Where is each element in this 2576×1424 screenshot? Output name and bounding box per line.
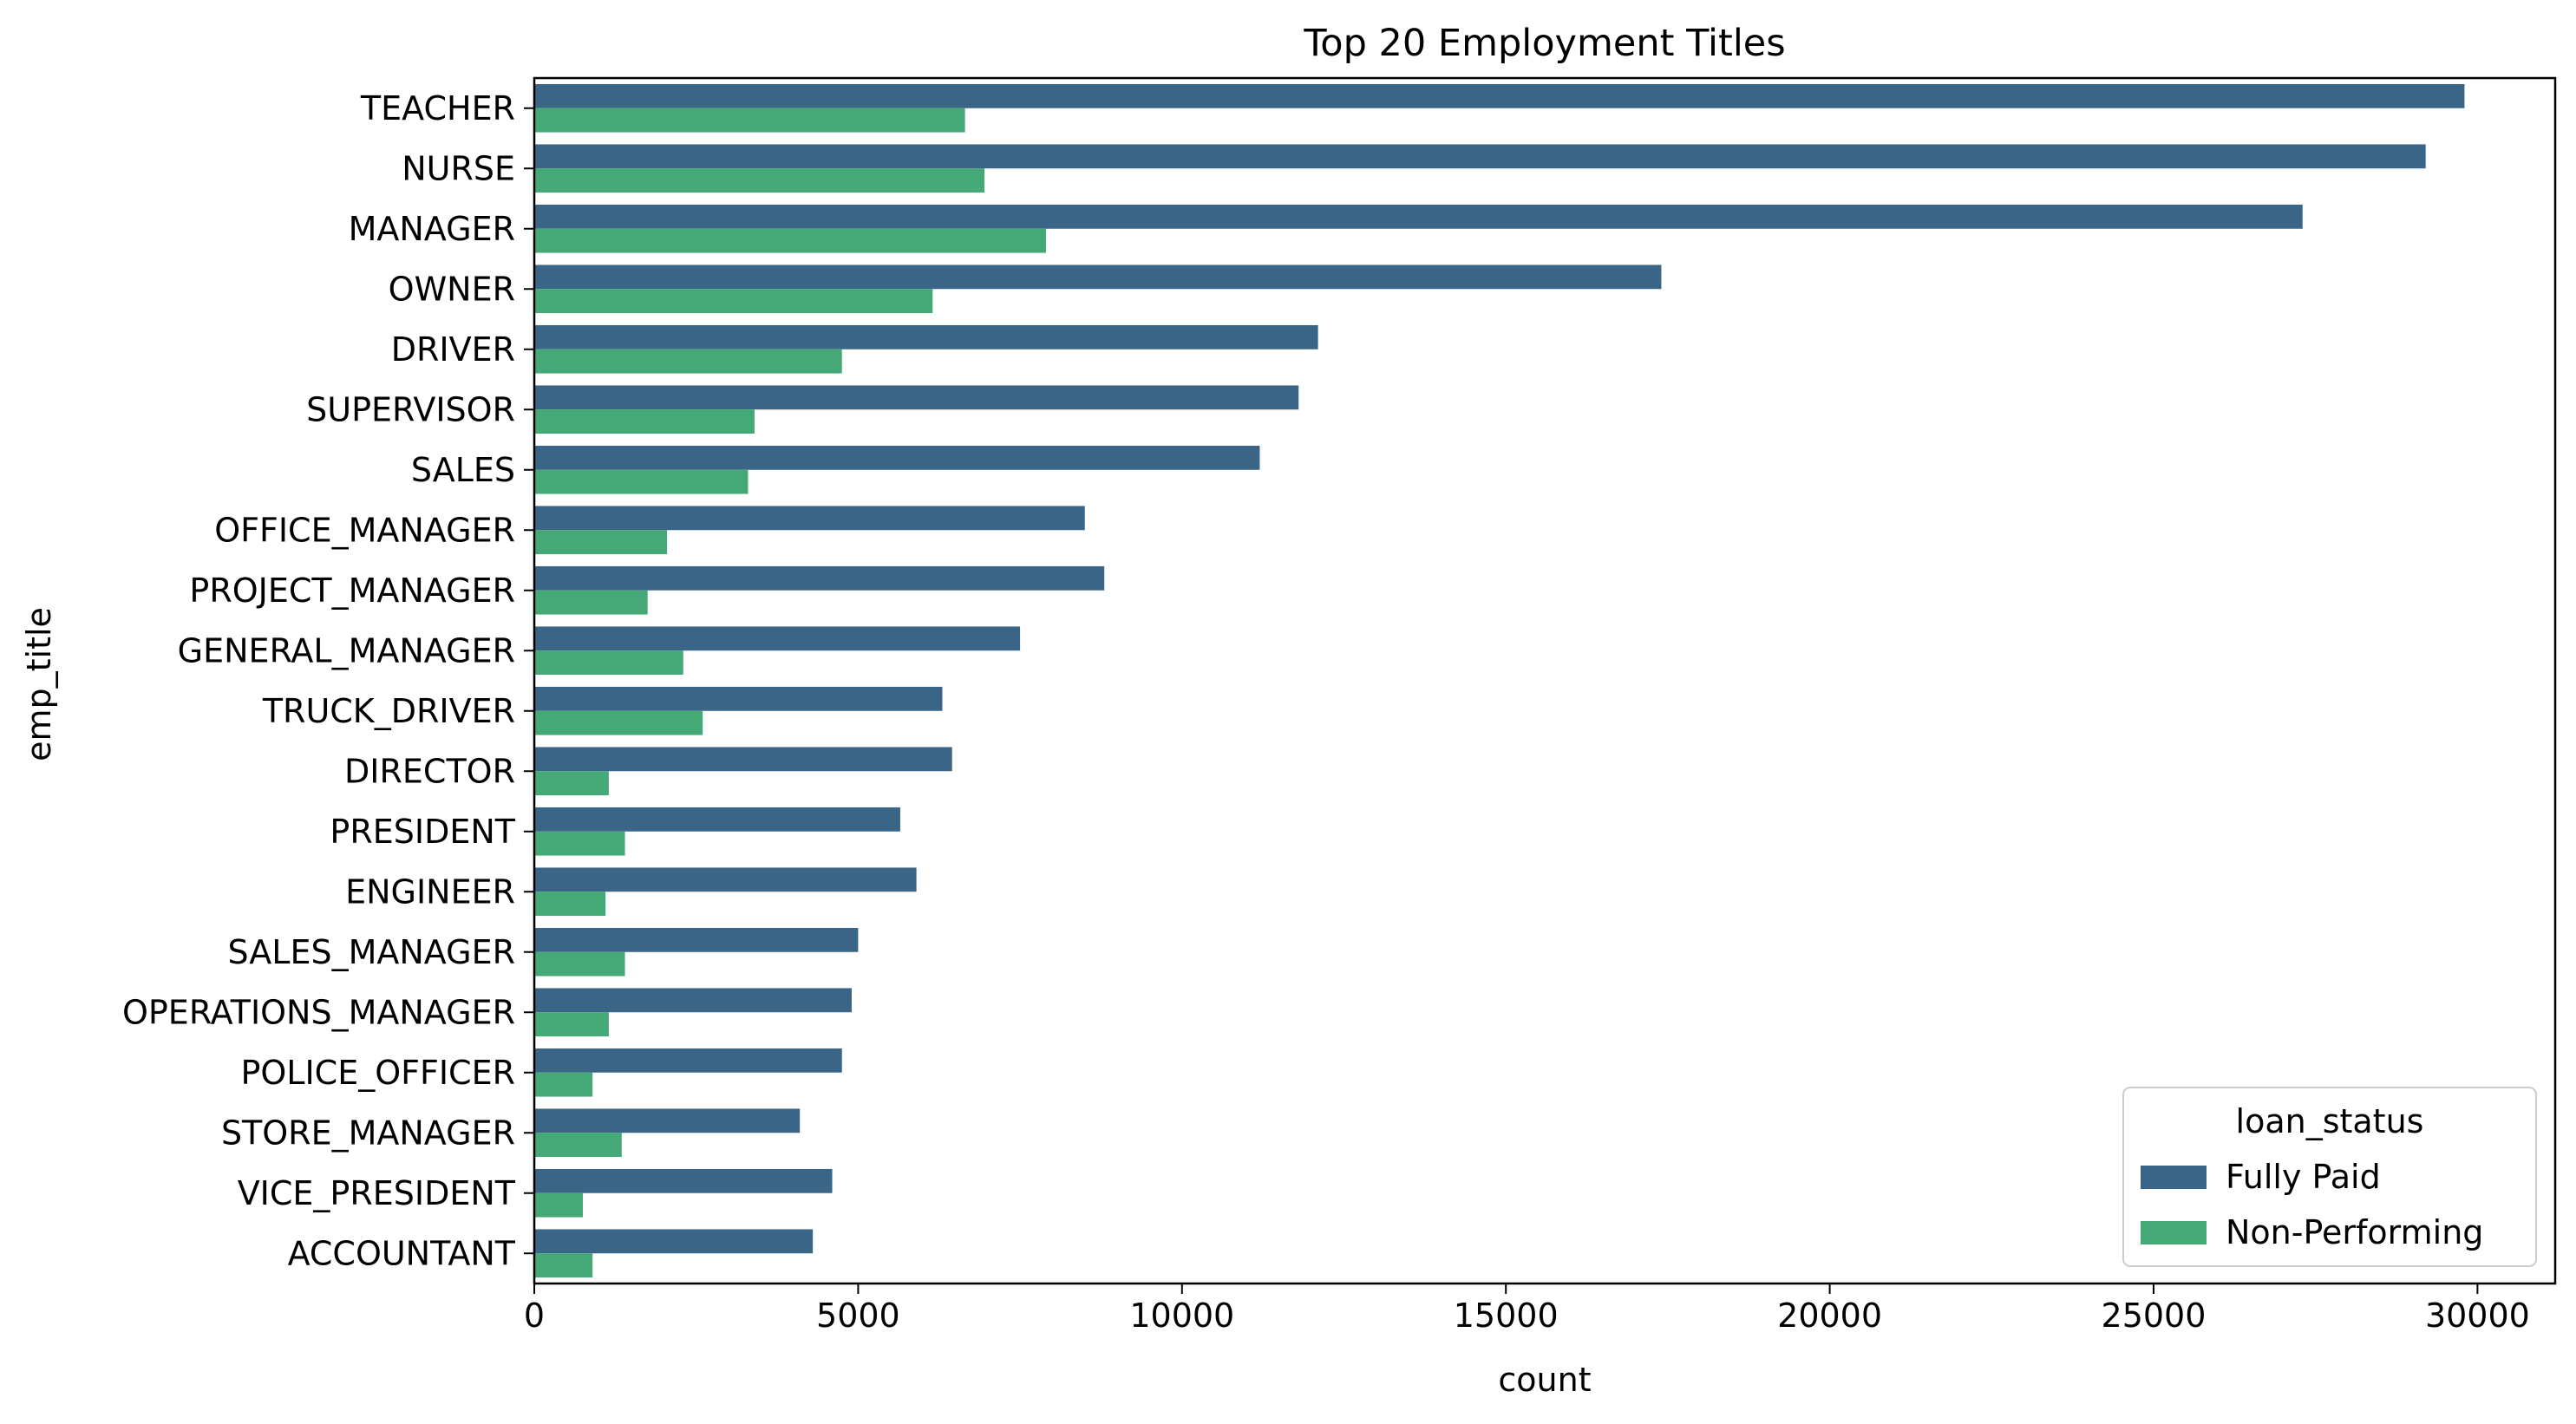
y-tick-label: SALES — [411, 451, 515, 489]
bar-non-performing-supervisor — [534, 409, 755, 434]
bar-non-performing-truck-driver — [534, 710, 703, 735]
y-axis-label: emp_title — [20, 607, 58, 761]
bar-fully-paid-teacher — [534, 83, 2465, 108]
bar-fully-paid-driver — [534, 324, 1318, 349]
bar-fully-paid-accountant — [534, 1229, 814, 1254]
y-tick-label: OFFICE_MANAGER — [214, 511, 515, 549]
bar-fully-paid-engineer — [534, 867, 917, 892]
bar-fully-paid-manager — [534, 204, 2303, 229]
y-tick-label: NURSE — [402, 149, 515, 187]
y-tick-label: STORE_MANAGER — [221, 1114, 515, 1152]
y-tick-label: DIRECTOR — [344, 752, 515, 790]
bar-fully-paid-sales-manager — [534, 927, 859, 952]
y-tick-label: SALES_MANAGER — [227, 933, 515, 971]
bar-fully-paid-director — [534, 747, 952, 772]
bar-fully-paid-vice-president — [534, 1168, 833, 1193]
bar-fully-paid-president — [534, 807, 900, 832]
bars-layer — [534, 83, 2465, 1278]
legend-entry: Non-Performing — [2226, 1213, 2483, 1251]
bar-non-performing-engineer — [534, 892, 606, 917]
y-tick-label: ENGINEER — [345, 872, 515, 911]
legend-entry: Fully Paid — [2226, 1158, 2381, 1196]
bar-non-performing-store-manager — [534, 1133, 622, 1158]
y-tick-label: MANAGER — [349, 210, 515, 248]
y-tick-label: SUPERVISOR — [306, 390, 515, 428]
bar-non-performing-project-manager — [534, 590, 648, 615]
bar-fully-paid-police-officer — [534, 1048, 842, 1073]
bar-non-performing-operations-manager — [534, 1012, 609, 1037]
bar-fully-paid-store-manager — [534, 1108, 801, 1133]
bar-non-performing-manager — [534, 228, 1046, 253]
y-tick-label: TRUCK_DRIVER — [262, 692, 515, 730]
bar-fully-paid-supervisor — [534, 385, 1299, 410]
x-tick-label: 15000 — [1454, 1297, 1559, 1335]
y-tick-label: ACCOUNTANT — [288, 1234, 516, 1272]
x-tick-label: 25000 — [2102, 1297, 2207, 1335]
x-tick-label: 30000 — [2425, 1297, 2530, 1335]
legend: loan_status Fully Paid Non-Performing — [2122, 1087, 2537, 1267]
bar-fully-paid-project-manager — [534, 565, 1105, 591]
bar-non-performing-owner — [534, 289, 933, 314]
bar-non-performing-teacher — [534, 108, 965, 133]
bar-non-performing-nurse — [534, 168, 985, 193]
bar-fully-paid-office-manager — [534, 506, 1085, 531]
bar-fully-paid-sales — [534, 445, 1260, 470]
x-tick-label: 5000 — [816, 1297, 900, 1335]
axes-layer: TEACHER NURSE MANAGER OWNER DRIVER SUPERVISOR… — [122, 76, 2557, 1335]
bar-fully-paid-operations-manager — [534, 988, 852, 1013]
bar-non-performing-accountant — [534, 1253, 593, 1278]
x-axis-label: count — [1498, 1361, 1591, 1399]
bar-non-performing-sales-manager — [534, 951, 625, 977]
bar-fully-paid-general-manager — [534, 626, 1021, 651]
x-tick-label: 0 — [524, 1297, 545, 1335]
bar-non-performing-sales — [534, 469, 749, 494]
bar-fully-paid-truck-driver — [534, 686, 943, 711]
bar-non-performing-driver — [534, 349, 842, 374]
y-tick-label: PROJECT_MANAGER — [189, 572, 515, 610]
bar-fully-paid-nurse — [534, 144, 2426, 169]
bar-non-performing-general-manager — [534, 650, 683, 676]
y-tick-label: PRESIDENT — [330, 813, 515, 851]
x-tick-label: 10000 — [1129, 1297, 1234, 1335]
plot-frame — [533, 76, 2557, 1285]
bar-fully-paid-owner — [534, 265, 1662, 290]
bar-non-performing-president — [534, 831, 625, 856]
y-tick-label: OWNER — [389, 270, 515, 308]
legend-box — [2122, 1087, 2537, 1267]
y-tick-label: DRIVER — [391, 330, 515, 369]
legend-swatch — [2141, 1166, 2207, 1189]
bar-non-performing-police-officer — [534, 1072, 593, 1097]
y-tick-label: OPERATIONS_MANAGER — [122, 993, 515, 1031]
x-tick-label: 20000 — [1777, 1297, 1882, 1335]
bar-non-performing-director — [534, 771, 609, 796]
y-tick-label: TEACHER — [360, 89, 515, 127]
bar-non-performing-office-manager — [534, 530, 668, 555]
legend-title: loan_status — [2236, 1102, 2424, 1140]
y-tick-label: POLICE_OFFICER — [240, 1054, 515, 1092]
y-tick-label: VICE_PRESIDENT — [238, 1174, 516, 1212]
y-tick-label: GENERAL_MANAGER — [178, 631, 515, 670]
legend-swatch — [2141, 1221, 2207, 1244]
bar-non-performing-vice-president — [534, 1192, 584, 1218]
chart-title: Top 20 Employment Titles — [1303, 22, 1785, 65]
